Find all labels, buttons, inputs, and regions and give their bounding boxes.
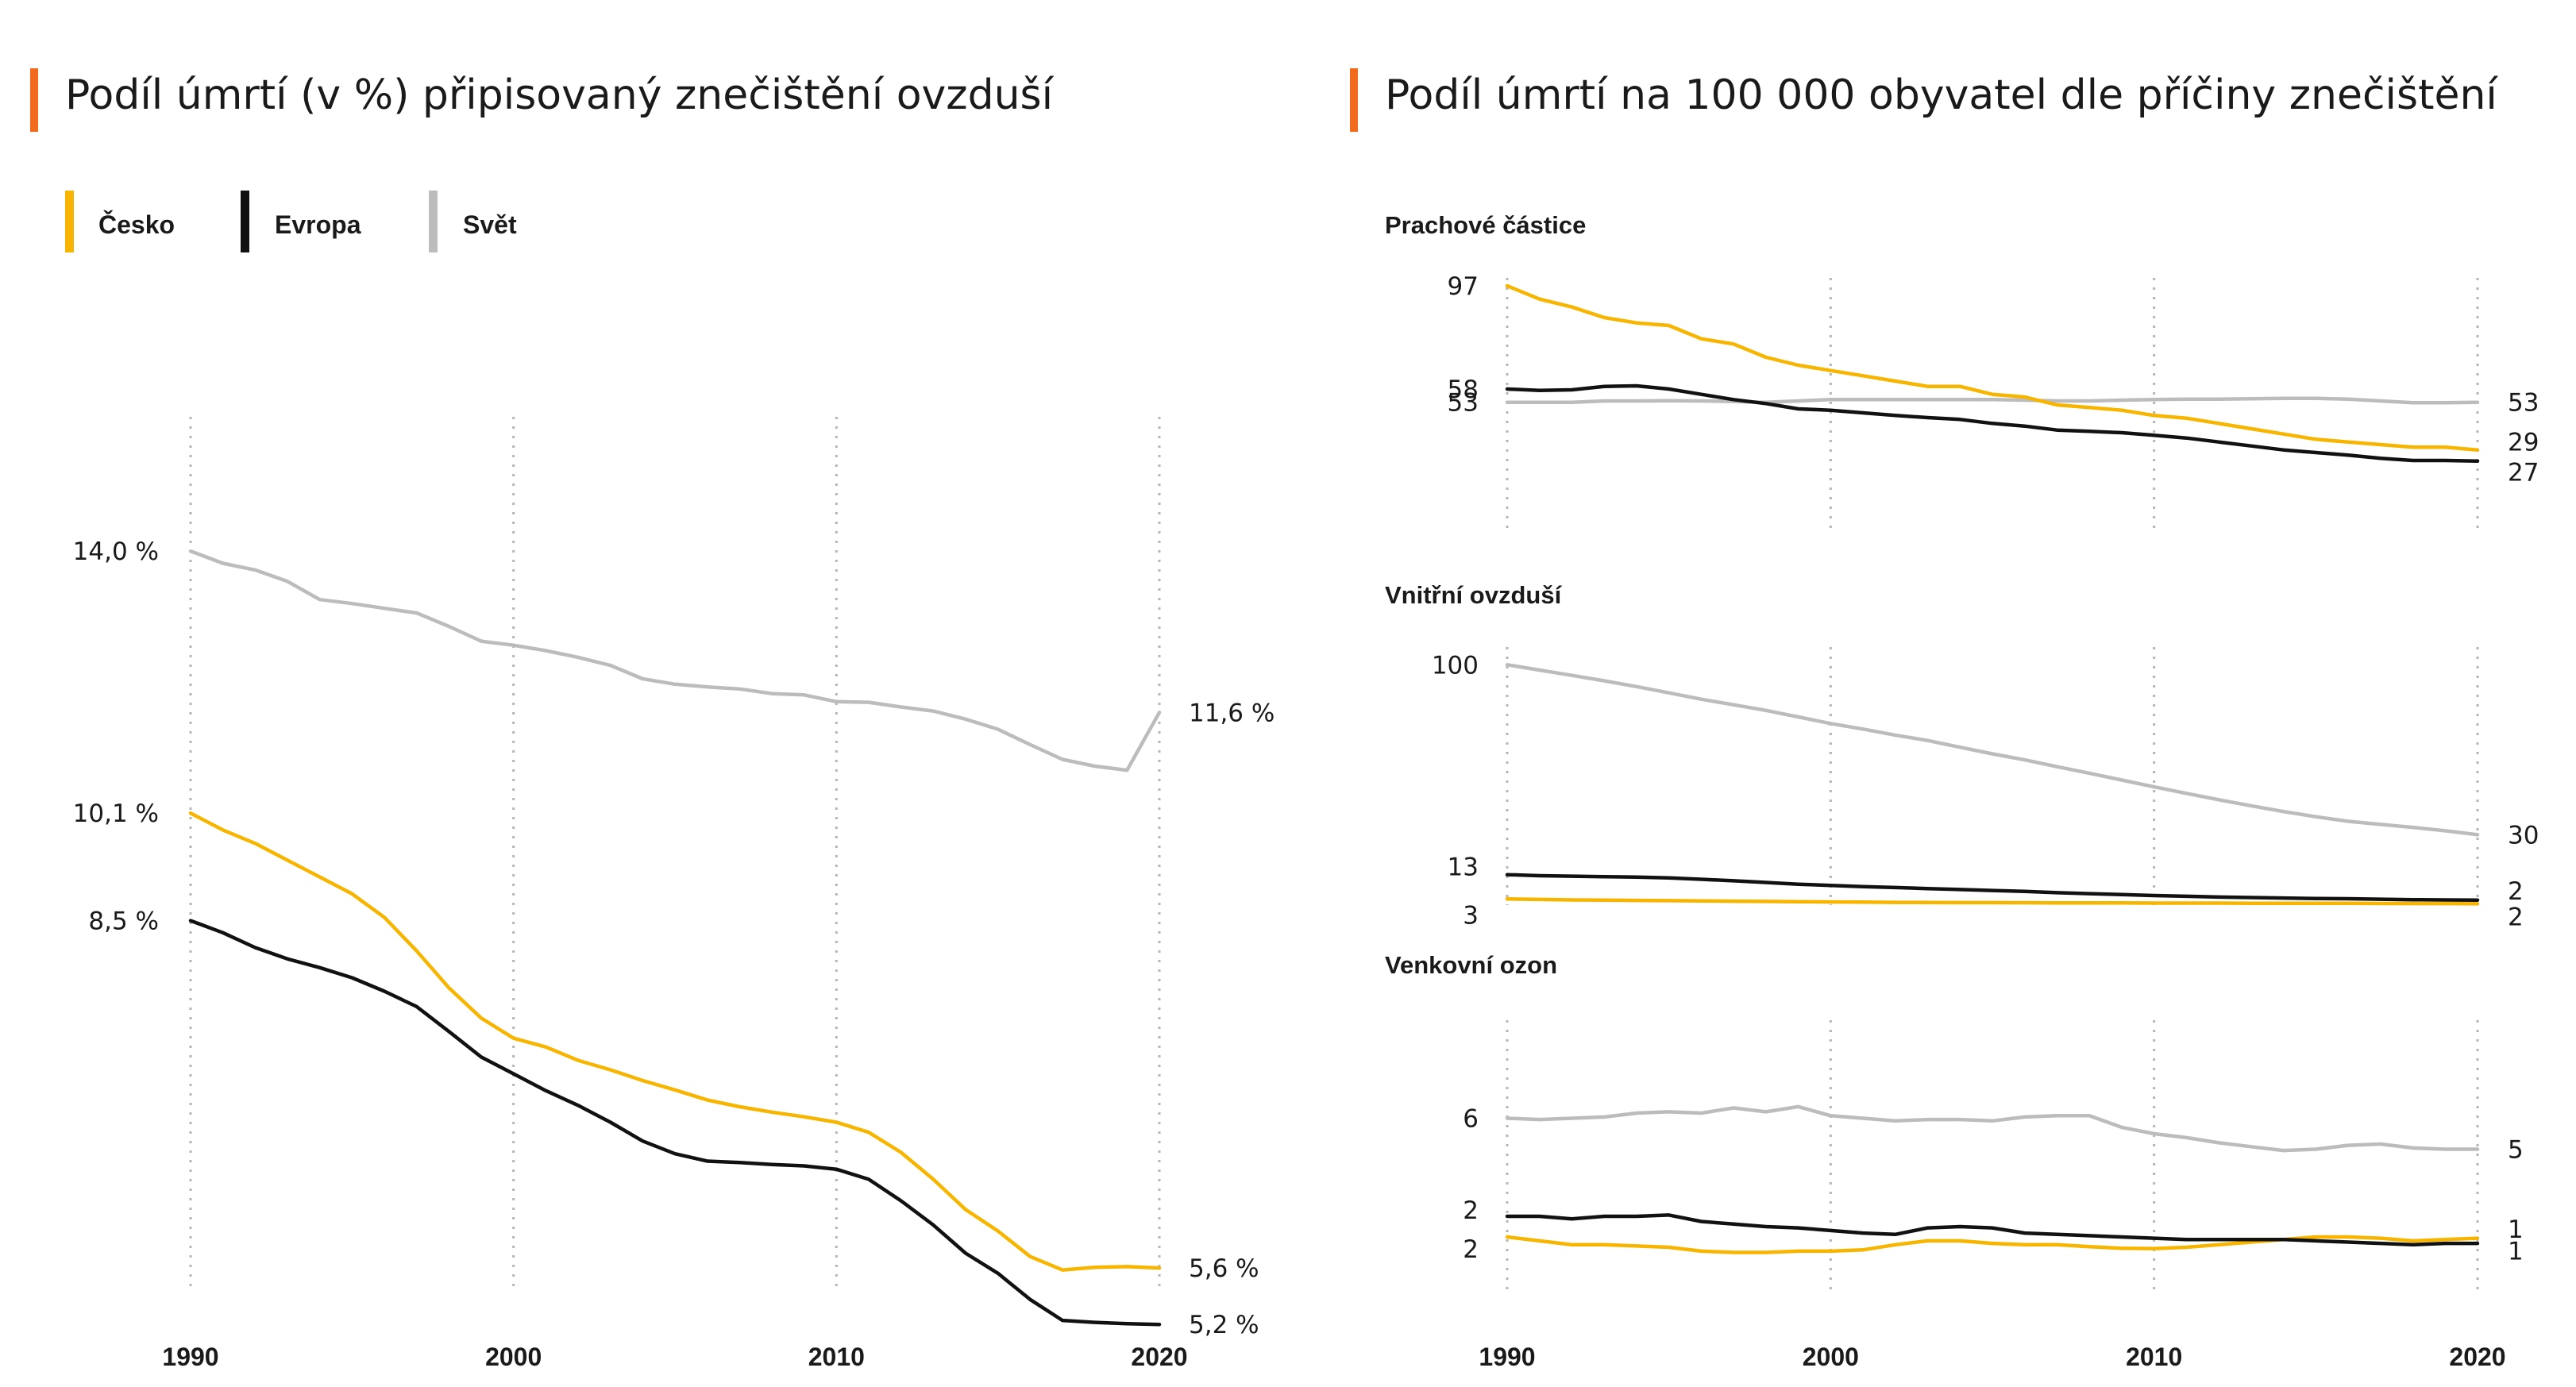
start-label-svet: 100: [1432, 651, 1479, 680]
panel-title-venkovni-ozon: Venkovní ozon: [1385, 951, 1557, 979]
left-chart-title: Podíl úmrtí (v %) připisovaný znečištění…: [65, 71, 1055, 119]
start-label-evropa: 13: [1448, 853, 1479, 882]
series-line-svet: [1505, 663, 2480, 837]
series-line-evropa: [1505, 873, 2480, 903]
prachove-castice-chart: Prachové částice 97 29 58 27 53 53: [1385, 211, 2539, 534]
legend-label-evropa: Evropa: [275, 210, 361, 239]
series-line-cesko: [1505, 283, 2480, 452]
start-label-cesko: 2: [1463, 1235, 1479, 1264]
end-label-evropa: 27: [2508, 459, 2539, 487]
panel-title-prachove-castice: Prachové částice: [1385, 211, 1586, 239]
series-line-evropa: [1505, 383, 2480, 463]
start-label-cesko: 3: [1463, 901, 1479, 930]
end-label-cesko: 1: [2508, 1238, 2524, 1266]
x-tick-2020: 2020: [1131, 1343, 1187, 1371]
x-tick-2010: 2010: [808, 1343, 865, 1371]
end-label-svet: 53: [2508, 389, 2539, 418]
start-label-evropa: 58: [1448, 376, 1479, 404]
end-label-svet: 5: [2508, 1136, 2524, 1165]
x-tick-2000: 2000: [1803, 1343, 1859, 1371]
end-label-evropa: 1: [2508, 1216, 2524, 1244]
legend-swatch-svet: [429, 191, 438, 252]
venkovni-ozon-chart: Venkovní ozon 1990 2000 2010 2020 2 1 2 1 6 5: [1385, 951, 2524, 1371]
vnitrni-ovzdusi-chart: Vnitřní ovzduší 3 2 13 2 100 30: [1385, 581, 2539, 931]
series-line-svet: [188, 549, 1162, 772]
end-label-cesko: 5,6 %: [1189, 1254, 1259, 1283]
legend-swatch-evropa: [241, 191, 249, 252]
series-line-cesko: [1505, 1235, 2480, 1254]
legend-label-svet: Svět: [463, 210, 517, 239]
right-title-accent-bar: [1350, 68, 1358, 132]
x-tick-2010: 2010: [2126, 1343, 2182, 1371]
legend-label-cesko: Česko: [98, 210, 175, 239]
series-line-evropa: [188, 919, 1162, 1327]
series-line-cesko: [1505, 897, 2480, 906]
start-label-evropa: 8,5 %: [88, 907, 159, 936]
end-label-cesko: 29: [2508, 429, 2539, 457]
right-chart-title: Podíl úmrtí na 100 000 obyvatel dle příč…: [1385, 71, 2498, 119]
start-label-cesko: 10,1 %: [73, 799, 159, 828]
end-label-evropa: 2: [2508, 877, 2524, 906]
series-line-cesko: [188, 811, 1162, 1272]
start-label-svet: 6: [1463, 1105, 1479, 1134]
left-line-chart: 1990 2000 2010 2020 10,1 % 5,6 % 8,5 % 5,2 % 14,…: [73, 417, 1275, 1371]
x-tick-1990: 1990: [1479, 1343, 1535, 1371]
end-label-cesko: 2: [2508, 903, 2524, 931]
legend: Česko Evropa Svět: [65, 191, 517, 252]
series-line-svet: [1505, 1104, 2480, 1153]
left-title-accent-bar: [30, 68, 38, 132]
x-tick-1990: 1990: [162, 1343, 218, 1371]
series-line-svet: [1505, 396, 2480, 405]
x-tick-2000: 2000: [485, 1343, 542, 1371]
end-label-svet: 30: [2508, 821, 2539, 850]
end-label-evropa: 5,2 %: [1189, 1311, 1259, 1339]
start-label-svet: 14,0 %: [73, 537, 159, 566]
start-label-svet: 53: [1448, 389, 1479, 418]
end-label-svet: 11,6 %: [1189, 699, 1275, 727]
legend-swatch-cesko: [65, 191, 74, 252]
series-line-evropa: [1505, 1213, 2480, 1247]
panel-title-vnitrni-ovzdusi: Vnitřní ovzduší: [1385, 581, 1563, 609]
start-label-cesko: 97: [1448, 272, 1479, 301]
x-tick-2020: 2020: [2449, 1343, 2505, 1371]
start-label-evropa: 2: [1463, 1196, 1479, 1225]
